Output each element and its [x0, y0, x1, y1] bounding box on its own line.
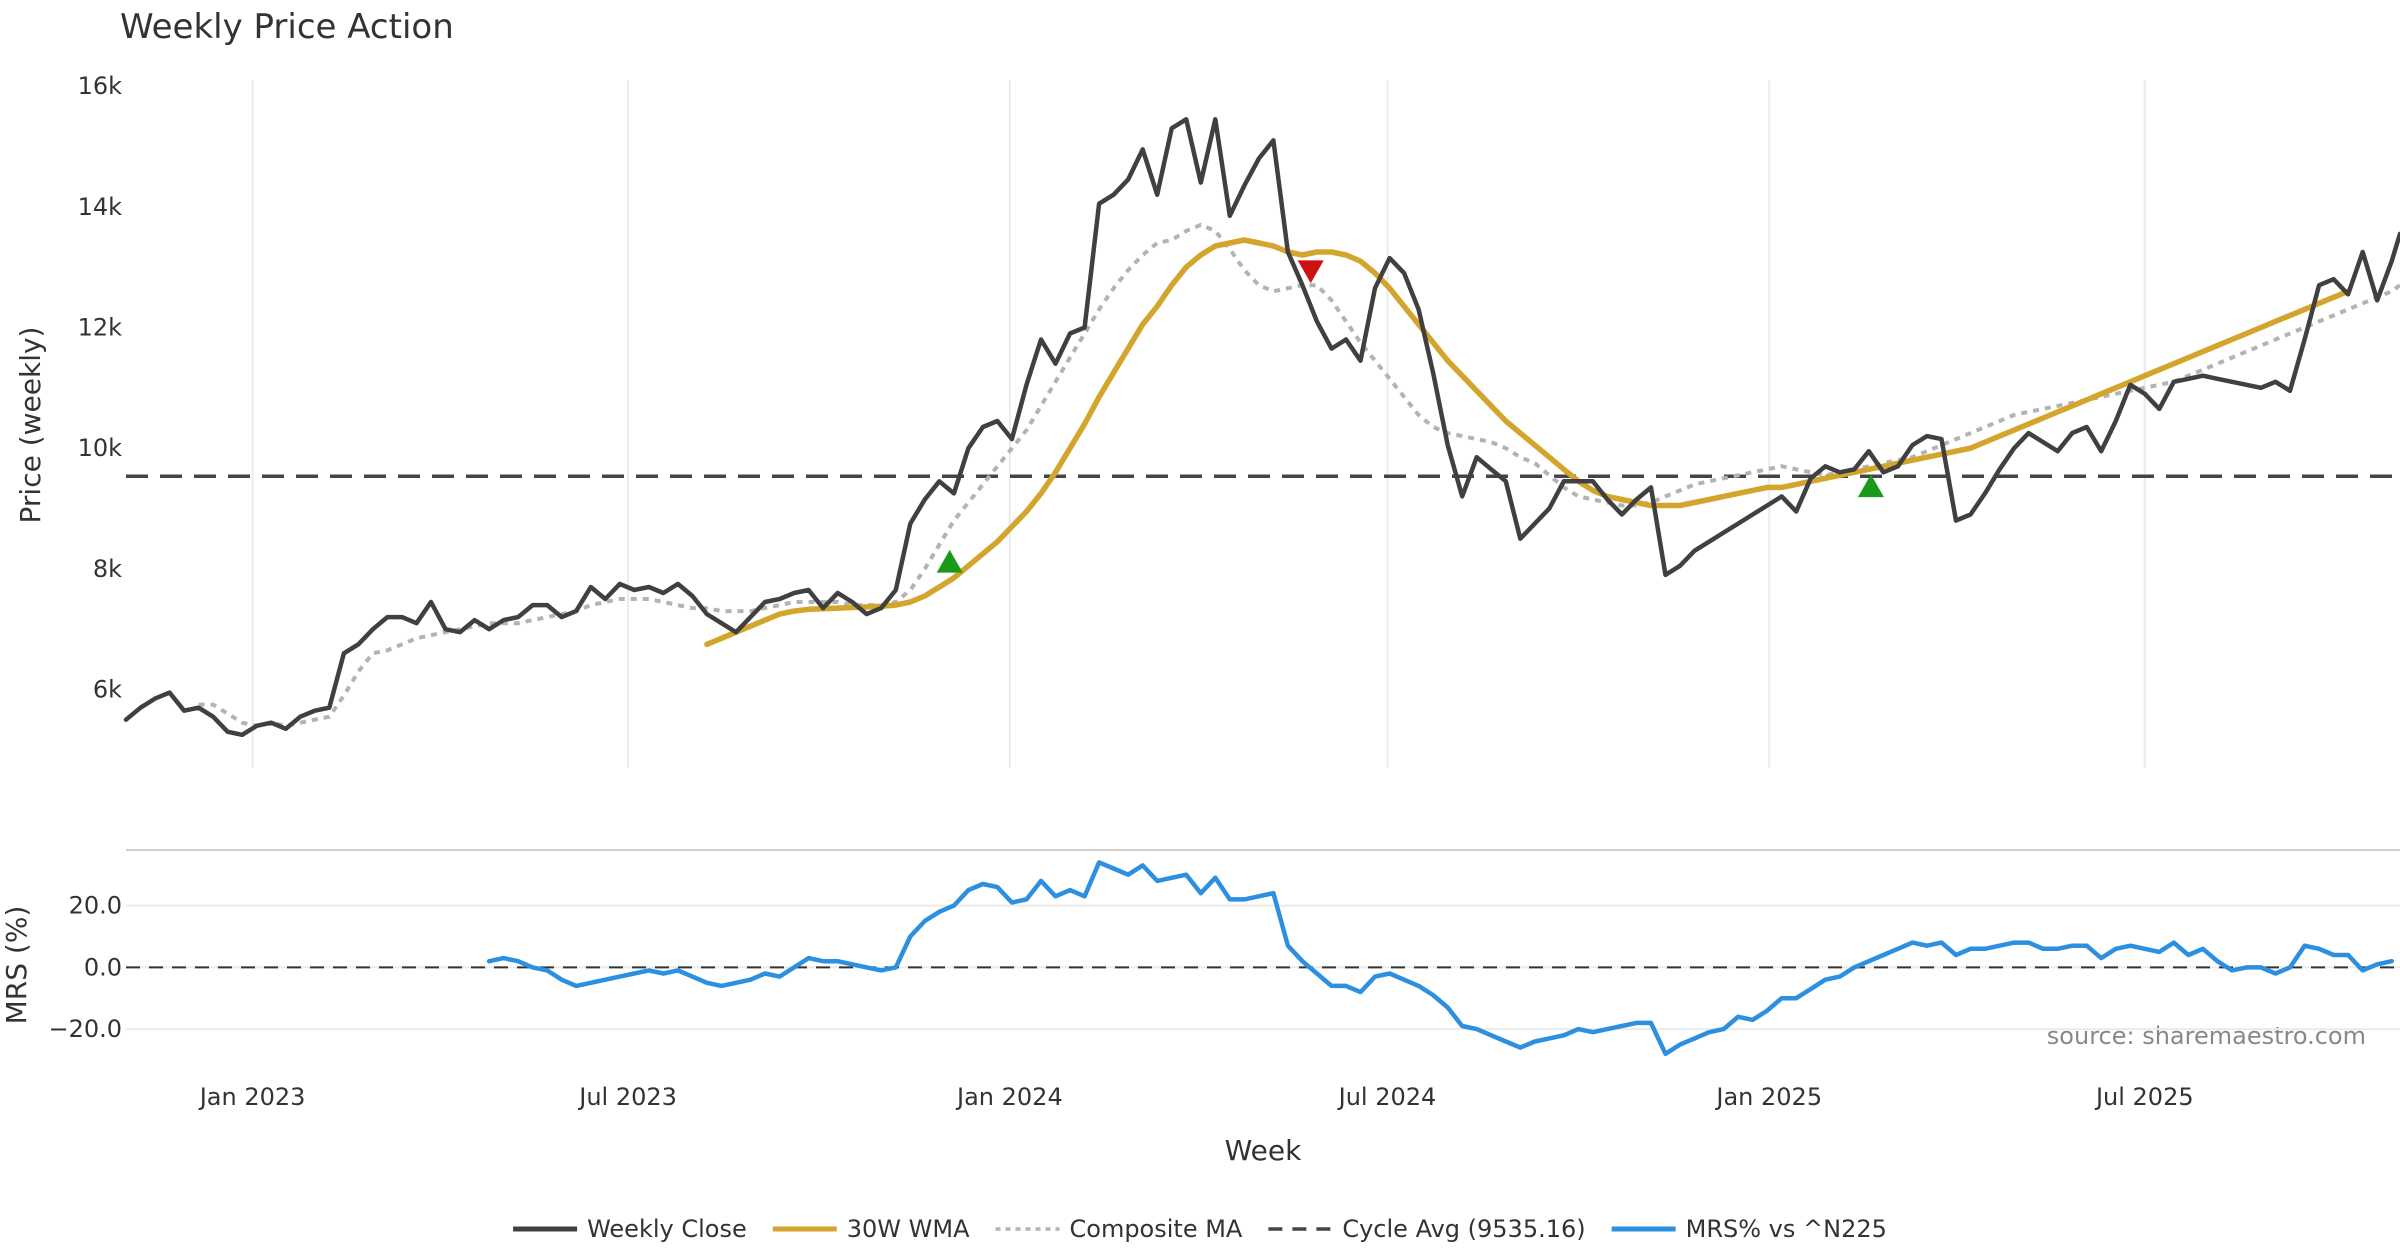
series-30w-wma: [704, 237, 2351, 648]
series-layer: [123, 117, 2400, 1057]
price-y-axis-label: Price (weekly): [14, 327, 47, 524]
price-y-tick-label: 6k: [93, 676, 122, 704]
mrs-y-tick-label: −20.0: [48, 1015, 122, 1043]
price-y-tick-label: 14k: [78, 193, 123, 221]
buy-signal-marker: [1857, 474, 1884, 498]
legend-label: Weekly Close: [587, 1215, 747, 1243]
price-y-tick-label: 8k: [93, 555, 122, 583]
mrs-y-axis-label: MRS (%): [0, 906, 33, 1025]
x-tick-label: Jul 2024: [1337, 1083, 1437, 1111]
legend-item: Weekly Close: [513, 1215, 747, 1243]
legend-item: 30W WMA: [772, 1215, 970, 1243]
legend-item: Composite MA: [995, 1215, 1243, 1243]
x-tick-label: Jul 2023: [577, 1083, 677, 1111]
series-mrs: [486, 860, 2394, 1057]
sell-signal-marker: [1297, 260, 1324, 284]
ticks-layer: 6k 8k 10k 12k 14k 16k 20.0 0.0 −20.0 Jan 2023 Jul …: [48, 72, 2193, 1111]
x-tick-label: Jan 2025: [1714, 1083, 1822, 1111]
price-y-tick-label: 10k: [78, 434, 123, 462]
x-axis-label: Week: [1225, 1134, 1302, 1167]
markers-layer: [936, 260, 1884, 573]
legend-label: Cycle Avg (9535.16): [1342, 1215, 1585, 1243]
x-tick-label: Jan 2023: [198, 1083, 306, 1111]
legend: Weekly Close 30W WMA Composite MA Cycle Avg…: [513, 1215, 1887, 1243]
mrs-y-tick-label: 20.0: [69, 892, 122, 920]
grid-layer: [126, 80, 2400, 1031]
legend-label: Composite MA: [1070, 1215, 1243, 1243]
price-y-tick-label: 12k: [78, 313, 123, 341]
legend-label: MRS% vs ^N225: [1686, 1215, 1887, 1243]
buy-signal-marker: [936, 549, 963, 573]
x-tick-label: Jan 2024: [955, 1083, 1063, 1111]
mrs-y-tick-label: 0.0: [84, 953, 122, 981]
legend-item: Cycle Avg (9535.16): [1268, 1215, 1586, 1243]
price-y-tick-label: 16k: [78, 72, 123, 100]
chart-title: Weekly Price Action: [120, 7, 454, 47]
legend-item: MRS% vs ^N225: [1611, 1215, 1887, 1243]
legend-label: 30W WMA: [847, 1215, 970, 1243]
series-weekly-close: [123, 117, 2400, 738]
source-note: source: sharemaestro.com: [2047, 1022, 2366, 1050]
x-tick-label: Jul 2025: [2094, 1083, 2194, 1111]
